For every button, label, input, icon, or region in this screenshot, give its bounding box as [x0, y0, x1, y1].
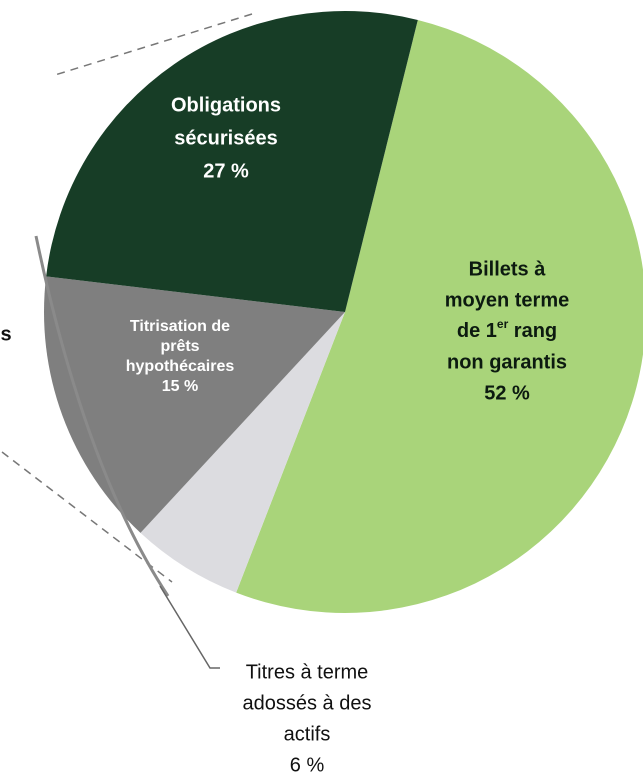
label-line: de 1er rang	[457, 317, 557, 342]
label-line: actifs	[284, 723, 331, 745]
label-line: adossés à des	[243, 692, 372, 714]
pie-slice	[140, 312, 345, 593]
label-line: sécurisées	[174, 127, 277, 149]
value-label: 6 %	[290, 754, 325, 776]
slice-label: Obligations sécurisées 27 %	[171, 94, 281, 182]
label-line: Obligations	[171, 94, 281, 116]
value-label: 15 %	[162, 378, 198, 395]
pie	[44, 11, 643, 613]
leader-line	[159, 585, 220, 669]
label-sup: er	[497, 317, 509, 331]
cut-label: s	[0, 323, 11, 345]
pie-slice	[236, 19, 643, 613]
slice-label: Titres à terme adossés à des actifs 6 %	[243, 661, 372, 776]
slice-label: Titrisation de prêts hypothécaires 15 %	[126, 318, 235, 395]
label-line: Titrisation de	[130, 318, 230, 335]
pie-slice	[44, 276, 346, 533]
label-line: Billets à	[469, 258, 547, 280]
label-line: prêts	[160, 338, 199, 355]
dashed-connector	[54, 13, 253, 76]
label-line: non garantis	[447, 351, 567, 373]
slice-label: Billets à moyen terme de 1er rang non garan…	[445, 258, 570, 404]
dashed-connector	[1, 451, 173, 583]
label-line: moyen terme	[445, 289, 570, 311]
label-part: de 1	[457, 320, 497, 342]
pie-slice	[46, 11, 418, 313]
label-part: rang	[508, 320, 557, 342]
label-line: hypothécaires	[126, 358, 235, 375]
bracket-arc	[34, 235, 170, 597]
value-label: 52 %	[484, 382, 530, 404]
value-label: 27 %	[203, 160, 249, 182]
label-line: Titres à terme	[246, 661, 369, 683]
